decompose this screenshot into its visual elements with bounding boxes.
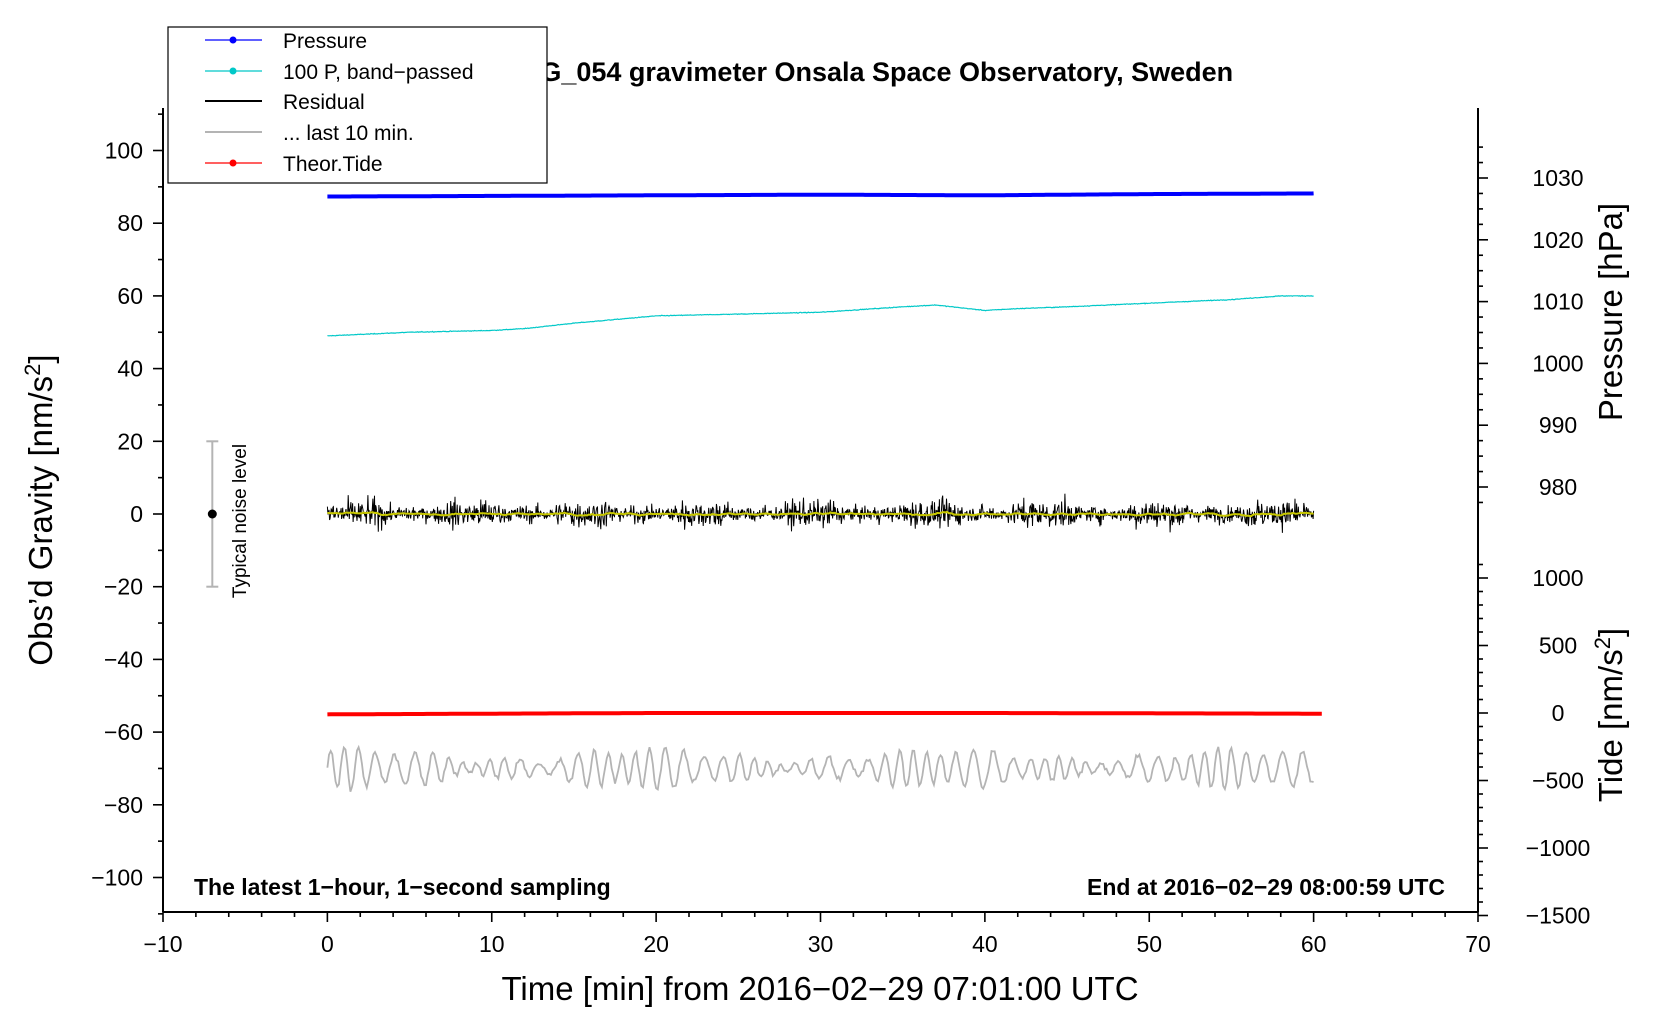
tide-tick-label: 0 <box>1552 700 1565 726</box>
x-tick-label: 50 <box>1136 931 1162 957</box>
series-band-passed-line <box>327 294 1314 337</box>
y-tick-label-left: 100 <box>105 138 143 164</box>
legend-item-residual: Residual <box>205 91 365 114</box>
y-axis-title-pressure: Pressure [hPa] <box>1592 203 1629 421</box>
tide-tick-label: −500 <box>1532 768 1584 794</box>
y-axis-title-tide: Tide [nm/s2] <box>1590 628 1629 802</box>
y-tick-label-left: −40 <box>104 646 143 672</box>
x-tick-label: 60 <box>1301 931 1327 957</box>
series-residual-line <box>326 493 1315 533</box>
plot-area <box>326 191 1322 792</box>
y-tick-label-left: −20 <box>104 574 143 600</box>
x-tick-label: 20 <box>643 931 669 957</box>
legend-label: Theor.Tide <box>283 153 383 176</box>
pressure-tick-label: 1000 <box>1532 350 1583 376</box>
legend: Pressure 100 P, band−passed Residual ...… <box>167 26 548 184</box>
x-tick-label: −10 <box>143 931 182 957</box>
noise-level-indicator: Typical noise level <box>206 440 251 598</box>
series-last-10-min-line <box>326 744 1314 792</box>
x-tick-label: 0 <box>321 931 334 957</box>
annotation-bottom-right: End at 2016−02−29 08:00:59 UTC <box>1087 874 1445 900</box>
annotation-bottom-left: The latest 1−hour, 1−second sampling <box>194 874 611 900</box>
y-tick-label-left: 0 <box>130 501 143 527</box>
series-theor-tide-line <box>327 711 1322 717</box>
pressure-tick-label: 1030 <box>1532 165 1583 191</box>
pressure-tick-label: 1020 <box>1532 227 1583 253</box>
legend-label: Residual <box>283 91 365 114</box>
x-tick-label: 10 <box>479 931 505 957</box>
legend-box <box>167 26 548 184</box>
legend-item-theor-tide: Theor.Tide <box>205 153 383 176</box>
legend-label: ... last 10 min. <box>283 122 414 145</box>
series-pressure-line <box>327 191 1314 199</box>
series-residual-smoothed-line <box>327 510 1314 518</box>
legend-item-pressure: Pressure <box>205 30 367 53</box>
tide-tick-label: −1000 <box>1526 835 1591 861</box>
y-axis-title-left: Obs’d Gravity [nm/s2] <box>20 354 59 665</box>
noise-center-point <box>207 509 217 519</box>
pressure-tick-label: 1010 <box>1532 289 1583 315</box>
y-tick-label-left: 20 <box>117 428 143 454</box>
x-axis-title: Time [min] from 2016−02−29 07:01:00 UTC <box>501 970 1138 1007</box>
tide-tick-label: −1500 <box>1526 903 1591 929</box>
y-tick-label-left: 40 <box>117 356 143 382</box>
axis-ticks: −10 0 10 20 30 40 50 60 70−100−80−60−40−20020406… <box>91 113 1591 957</box>
x-tick-label: 30 <box>808 931 834 957</box>
y-tick-label-left: −100 <box>91 865 143 891</box>
pressure-tick-label: 980 <box>1539 474 1577 500</box>
noise-level-label: Typical noise level <box>230 444 251 598</box>
y-tick-label-left: 80 <box>117 210 143 236</box>
chart-title: SCG_054 gravimeter Onsala Space Observat… <box>503 57 1233 87</box>
x-tick-label: 70 <box>1465 931 1491 957</box>
y-tick-label-left: −80 <box>104 792 143 818</box>
x-tick-label: 40 <box>972 931 998 957</box>
legend-item-last-10-min: ... last 10 min. <box>205 122 414 145</box>
tide-tick-label: 1000 <box>1532 565 1583 591</box>
pressure-tick-label: 990 <box>1539 412 1577 438</box>
legend-label: Pressure <box>283 30 367 53</box>
legend-item-band-passed: 100 P, band−passed <box>205 61 474 84</box>
plot-frame <box>162 108 1479 913</box>
y-tick-label-left: 60 <box>117 283 143 309</box>
y-tick-label-left: −60 <box>104 719 143 745</box>
tide-tick-label: 500 <box>1539 633 1577 659</box>
legend-label: 100 P, band−passed <box>283 61 474 84</box>
